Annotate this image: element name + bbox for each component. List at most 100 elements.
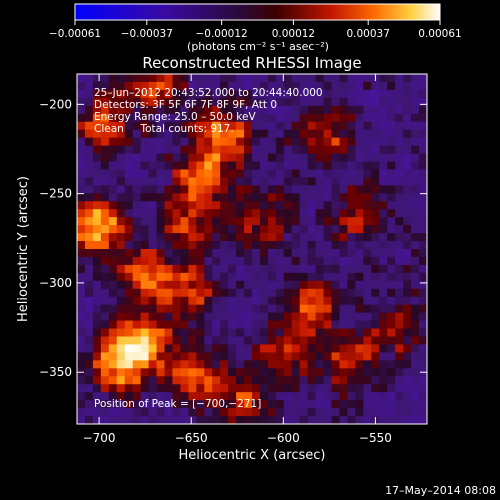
image-pixel	[355, 336, 364, 345]
image-pixel	[77, 344, 86, 353]
image-pixel	[188, 74, 197, 83]
image-pixel	[92, 74, 102, 83]
image-pixel	[411, 89, 420, 99]
image-pixel	[244, 217, 253, 226]
image-pixel	[196, 201, 205, 210]
image-pixel	[172, 328, 181, 337]
image-pixel	[188, 312, 197, 321]
image-pixel	[315, 169, 324, 178]
image-pixel	[164, 185, 173, 194]
image-pixel	[283, 249, 293, 258]
image-pixel	[379, 304, 388, 314]
image-pixel	[403, 408, 412, 417]
image-pixel	[108, 288, 118, 298]
image-pixel	[307, 288, 317, 298]
image-pixel	[148, 105, 157, 115]
image-pixel	[267, 193, 277, 202]
image-pixel	[347, 249, 356, 258]
image-pixel	[156, 328, 165, 337]
image-pixel	[77, 304, 86, 314]
image-pixel	[291, 368, 301, 377]
image-pixel	[283, 113, 293, 123]
image-pixel	[403, 217, 412, 226]
image-pixel	[212, 89, 221, 99]
image-pixel	[124, 89, 134, 99]
image-pixel	[299, 256, 309, 266]
image-pixel	[164, 320, 173, 329]
image-pixel	[331, 113, 340, 123]
image-pixel	[132, 217, 142, 226]
image-pixel	[100, 241, 110, 250]
image-pixel	[196, 217, 205, 226]
image-pixel	[419, 153, 427, 162]
image-pixel	[220, 169, 229, 178]
annotation-peak: Position of Peak = [−700,−271]	[94, 398, 261, 410]
image-pixel	[252, 376, 261, 385]
image-pixel	[164, 113, 173, 123]
image-pixel	[331, 89, 340, 99]
image-pixel	[236, 161, 245, 170]
image-pixel	[307, 256, 317, 266]
image-pixel	[188, 249, 197, 258]
image-pixel	[188, 384, 197, 393]
image-pixel	[395, 304, 404, 314]
image-pixel	[323, 288, 332, 298]
image-pixel	[315, 256, 324, 266]
image-pixel	[180, 74, 189, 83]
image-pixel	[363, 312, 372, 321]
image-pixel	[252, 145, 261, 154]
image-pixel	[275, 185, 285, 194]
image-pixel	[299, 352, 309, 361]
image-pixel	[299, 97, 309, 107]
image-pixel	[339, 217, 348, 226]
image-pixel	[339, 312, 348, 321]
image-pixel	[116, 113, 126, 123]
image-pixel	[244, 225, 253, 234]
image-pixel	[403, 169, 412, 178]
image-pixel	[212, 97, 221, 107]
annotation-method: Clean Total counts: 917.	[94, 123, 234, 135]
image-pixel	[92, 384, 102, 393]
image-pixel	[100, 89, 110, 99]
image-pixel	[108, 304, 118, 314]
image-pixel	[116, 288, 126, 298]
image-pixel	[108, 153, 118, 162]
image-pixel	[331, 169, 340, 178]
image-pixel	[419, 225, 427, 234]
image-pixel	[164, 209, 173, 218]
image-pixel	[395, 288, 404, 298]
image-pixel	[84, 296, 94, 306]
image-pixel	[124, 241, 134, 250]
image-pixel	[275, 129, 285, 139]
image-pixel	[299, 225, 309, 234]
image-pixel	[92, 360, 102, 369]
image-pixel	[315, 400, 324, 409]
image-pixel	[347, 344, 356, 353]
image-pixel	[259, 241, 269, 250]
image-pixel	[140, 105, 149, 115]
image-pixel	[299, 153, 309, 162]
image-pixel	[100, 177, 110, 186]
image-pixel	[148, 129, 157, 139]
image-pixel	[307, 368, 317, 377]
image-pixel	[164, 368, 173, 377]
image-pixel	[363, 105, 372, 115]
image-pixel	[252, 105, 261, 115]
image-pixel	[323, 249, 332, 258]
image-pixel	[180, 217, 189, 226]
image-pixel	[84, 113, 94, 123]
image-pixel	[164, 169, 173, 178]
image-pixel	[419, 161, 427, 170]
image-pixel	[156, 121, 165, 131]
image-pixel	[132, 145, 142, 154]
image-pixel	[299, 328, 309, 337]
image-pixel	[267, 129, 277, 139]
image-pixel	[259, 97, 269, 107]
image-pixel	[116, 320, 126, 329]
image-pixel	[204, 225, 213, 234]
image-pixel	[156, 233, 165, 242]
image-pixel	[228, 384, 237, 393]
image-pixel	[188, 217, 197, 226]
image-pixel	[188, 376, 197, 385]
image-pixel	[132, 185, 142, 194]
